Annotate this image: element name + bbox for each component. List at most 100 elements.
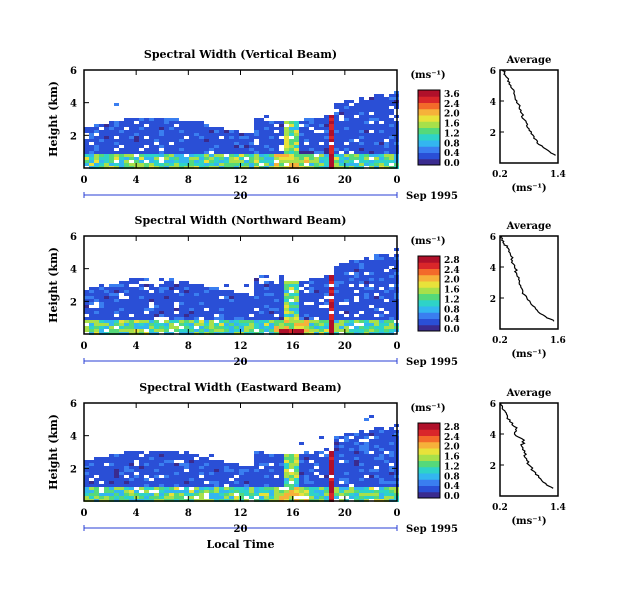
heatmap-cell	[359, 496, 364, 499]
colorbar-swatch	[418, 491, 440, 499]
heatmap-cell	[134, 151, 139, 154]
heatmap-cell	[354, 148, 359, 151]
heatmap-cell	[354, 151, 359, 154]
heatmap-cell	[259, 275, 264, 278]
heatmap-cell	[374, 302, 379, 305]
heatmap-cell	[214, 308, 219, 311]
heatmap-cell	[149, 457, 154, 460]
colorbar-swatch	[418, 473, 440, 480]
heatmap-cell	[169, 293, 174, 296]
heatmap-cell	[269, 484, 274, 487]
heatmap-cell	[284, 454, 289, 457]
heatmap-cell	[244, 320, 249, 323]
heatmap-cell	[264, 115, 269, 118]
heatmap-cell	[214, 142, 219, 145]
heatmap-cell	[109, 320, 114, 323]
heatmap-cell	[89, 481, 94, 484]
heatmap-cell	[284, 317, 289, 320]
heatmap-cell	[389, 272, 394, 275]
heatmap-cell	[89, 490, 94, 493]
heatmap-cell	[324, 311, 329, 314]
heatmap-cell	[349, 454, 354, 457]
heatmap-cell	[84, 463, 89, 466]
heatmap-cell	[389, 487, 394, 490]
heatmap-cell	[194, 124, 199, 127]
heatmap-cell	[349, 118, 354, 121]
heatmap-cell	[89, 487, 94, 490]
heatmap-cell	[369, 326, 374, 329]
heatmap-cell	[339, 490, 344, 493]
heatmap-cell	[369, 275, 374, 278]
heatmap-cell	[209, 160, 214, 163]
colorbar-unit: (ms⁻¹)	[410, 236, 445, 247]
heatmap-cell	[349, 109, 354, 112]
heatmap-cell	[274, 139, 279, 142]
heatmap-cell	[99, 460, 104, 463]
heatmap-cell	[234, 305, 239, 308]
heatmap-cell	[359, 103, 364, 106]
heatmap-cell	[299, 133, 304, 136]
heatmap-cell	[384, 266, 389, 269]
heatmap-cell	[299, 308, 304, 311]
heatmap-cell	[284, 281, 289, 284]
heatmap-cell	[214, 490, 219, 493]
heatmap-cell	[239, 314, 244, 317]
heatmap-cell	[209, 305, 214, 308]
heatmap-cell	[329, 305, 334, 308]
heatmap-cell	[354, 442, 359, 445]
heatmap-cell	[354, 305, 359, 308]
heatmap-cell	[249, 466, 254, 469]
heatmap-cell	[384, 317, 389, 320]
heatmap-cell	[374, 275, 379, 278]
heatmap-cell	[269, 478, 274, 481]
heatmap-cell	[269, 454, 274, 457]
heatmap-cell	[339, 263, 344, 266]
heatmap-cell	[369, 266, 374, 269]
heatmap-cell	[294, 311, 299, 314]
heatmap-cell	[264, 157, 269, 160]
heatmap-cell	[179, 296, 184, 299]
heatmap-cell	[234, 163, 239, 166]
heatmap-cell	[129, 151, 134, 154]
heatmap-cell	[279, 466, 284, 469]
heatmap-cell	[339, 451, 344, 454]
heatmap-cell	[369, 323, 374, 326]
colorbar-tick-label: 2.4	[444, 433, 460, 443]
heatmap-cell	[374, 257, 379, 260]
heatmap-cell	[174, 142, 179, 145]
heatmap-cell	[279, 130, 284, 133]
heatmap-cell	[109, 157, 114, 160]
heatmap-cell	[204, 305, 209, 308]
heatmap-cell	[349, 293, 354, 296]
heatmap-cell	[284, 145, 289, 148]
heatmap-cell	[119, 463, 124, 466]
heatmap-cell	[169, 148, 174, 151]
heatmap-cell	[94, 154, 99, 157]
heatmap-cell	[114, 124, 119, 127]
heatmap-cell	[359, 275, 364, 278]
heatmap-cell	[209, 163, 214, 166]
heatmap-cell	[349, 121, 354, 124]
heatmap-cell	[269, 130, 274, 133]
heatmap-cell	[109, 469, 114, 472]
heatmap-cell	[164, 323, 169, 326]
heatmap-cell	[364, 293, 369, 296]
heatmap-cell	[114, 460, 119, 463]
heatmap-cell	[179, 454, 184, 457]
heatmap-cell	[129, 320, 134, 323]
heatmap-cell	[104, 142, 109, 145]
heatmap-cell	[214, 493, 219, 496]
heatmap-cell	[379, 302, 384, 305]
heatmap-cell	[374, 284, 379, 287]
profile-x-axis-label: (ms⁻¹)	[511, 349, 546, 360]
heatmap-cell	[244, 133, 249, 136]
heatmap-cell	[379, 94, 384, 97]
profile-x-tick-label: 0.2	[492, 170, 508, 180]
heatmap-cell	[299, 148, 304, 151]
heatmap-cell	[179, 160, 184, 163]
heatmap-cell	[384, 121, 389, 124]
heatmap-cell	[309, 142, 314, 145]
heatmap-cell	[219, 475, 224, 478]
heatmap-cell	[339, 454, 344, 457]
heatmap-cell	[364, 451, 369, 454]
